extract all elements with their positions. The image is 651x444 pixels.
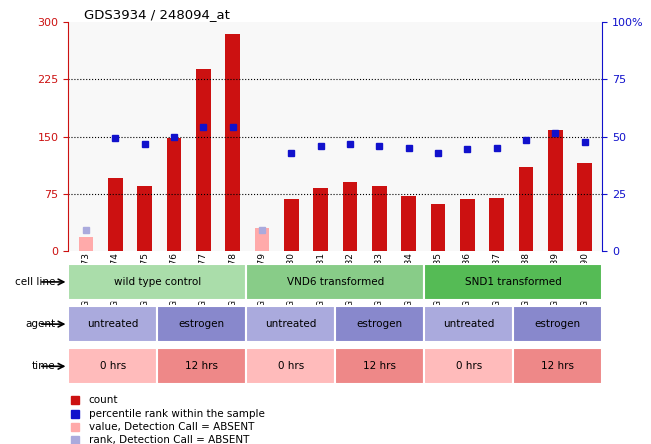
Text: GDS3934 / 248094_at: GDS3934 / 248094_at [85,8,230,21]
Bar [490,198,504,251]
Bar [137,186,152,251]
Text: percentile rank within the sample: percentile rank within the sample [89,408,264,419]
Bar [372,186,387,251]
Bar [225,34,240,251]
Bar [246,348,335,385]
Bar [196,69,211,251]
Bar [460,199,475,251]
Bar [430,204,445,251]
Bar [335,348,424,385]
Bar [68,348,158,385]
Bar [313,188,328,251]
Text: SND1 transformed: SND1 transformed [465,277,562,287]
Bar [68,264,246,300]
Bar [577,163,592,251]
Text: 12 hrs: 12 hrs [186,361,218,371]
Bar [68,306,158,342]
Text: cell line: cell line [14,277,55,287]
Text: VND6 transformed: VND6 transformed [286,277,384,287]
Bar [167,138,181,251]
Text: 0 hrs: 0 hrs [278,361,304,371]
Bar [424,348,513,385]
Bar [246,306,335,342]
Text: untreated: untreated [265,319,316,329]
Bar [519,167,533,251]
Text: untreated: untreated [443,319,494,329]
Bar [246,264,424,300]
Bar [424,264,602,300]
Bar [513,348,602,385]
Text: agent: agent [25,319,55,329]
Bar [424,306,513,342]
Bar [79,237,93,251]
Text: 12 hrs: 12 hrs [541,361,574,371]
Bar [335,306,424,342]
Bar [108,178,122,251]
Bar [255,228,270,251]
Text: estrogen: estrogen [357,319,403,329]
Text: rank, Detection Call = ABSENT: rank, Detection Call = ABSENT [89,435,249,444]
Bar [284,199,299,251]
Bar [342,182,357,251]
Text: untreated: untreated [87,319,139,329]
Text: 0 hrs: 0 hrs [456,361,482,371]
Text: 0 hrs: 0 hrs [100,361,126,371]
Bar [548,131,562,251]
Bar [513,306,602,342]
Text: estrogen: estrogen [534,319,581,329]
Text: 12 hrs: 12 hrs [363,361,396,371]
Text: estrogen: estrogen [179,319,225,329]
Bar [158,348,246,385]
Text: time: time [31,361,55,371]
Text: value, Detection Call = ABSENT: value, Detection Call = ABSENT [89,422,254,432]
Text: wild type control: wild type control [114,277,201,287]
Bar [158,306,246,342]
Text: count: count [89,395,118,405]
Bar [401,196,416,251]
